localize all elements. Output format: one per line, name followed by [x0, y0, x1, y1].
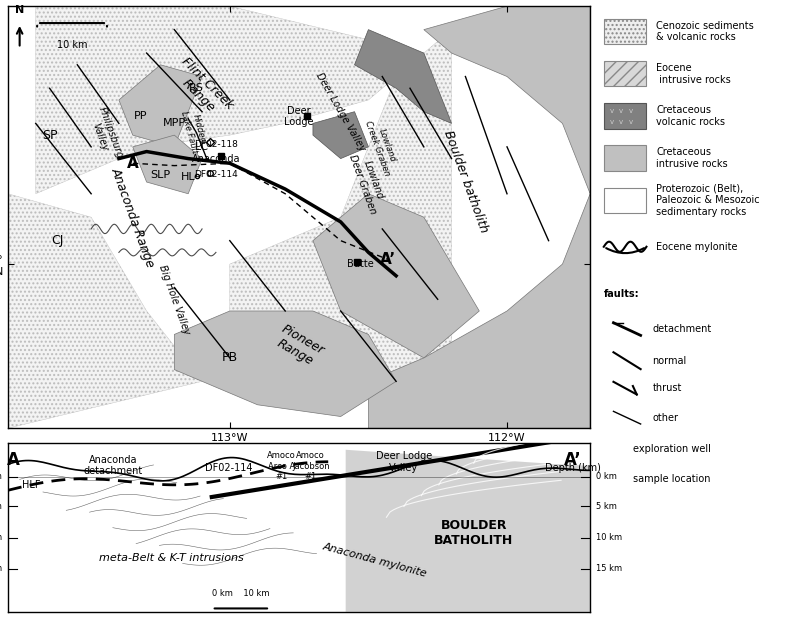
Text: Deer
Lodge: Deer Lodge — [284, 106, 314, 127]
Text: DF02-118: DF02-118 — [194, 140, 238, 149]
Text: v: v — [619, 108, 623, 114]
Text: Flint Creek
 Range: Flint Creek Range — [168, 54, 236, 122]
Text: PP: PP — [134, 111, 148, 121]
Text: Anaconda mylonite: Anaconda mylonite — [322, 541, 428, 578]
Polygon shape — [346, 450, 590, 612]
Text: PB: PB — [222, 352, 238, 365]
Text: Anaconda
detachment: Anaconda detachment — [83, 455, 142, 476]
Text: Anaconda: Anaconda — [192, 154, 240, 164]
Text: 5 km: 5 km — [596, 502, 617, 511]
Text: other: other — [652, 413, 678, 423]
Bar — [604, 145, 646, 171]
Text: SLP: SLP — [150, 170, 170, 180]
Text: A: A — [7, 451, 20, 470]
Text: Cenozoic sediments
& volcanic rocks: Cenozoic sediments & volcanic rocks — [656, 20, 754, 42]
Text: 10 km: 10 km — [596, 533, 622, 542]
Text: sample location: sample location — [633, 474, 710, 484]
Text: A’: A’ — [564, 451, 582, 470]
Text: Eocene
 intrusive rocks: Eocene intrusive rocks — [656, 63, 731, 85]
Text: v: v — [610, 119, 614, 125]
Text: 0 km: 0 km — [0, 472, 2, 481]
Text: LC: LC — [195, 142, 209, 152]
Text: Deer Lodge Valley: Deer Lodge Valley — [314, 70, 367, 153]
Text: 5 km: 5 km — [0, 502, 2, 511]
Text: SP: SP — [42, 129, 58, 142]
Text: MPP: MPP — [162, 119, 186, 129]
Polygon shape — [368, 6, 590, 428]
Text: normal: normal — [652, 356, 686, 366]
Text: faults:: faults: — [604, 289, 639, 299]
Text: Deer Lodge
Valley: Deer Lodge Valley — [376, 451, 432, 473]
Text: v: v — [629, 119, 633, 125]
Polygon shape — [8, 194, 202, 428]
Text: BOULDER
BATHOLITH: BOULDER BATHOLITH — [434, 519, 514, 547]
Text: Amoco
Arco A
#1: Amoco Arco A #1 — [267, 451, 296, 481]
Text: DF02-114: DF02-114 — [194, 171, 238, 179]
Text: HLF: HLF — [22, 480, 41, 490]
Text: meta-Belt & K-T intrusions: meta-Belt & K-T intrusions — [98, 552, 243, 563]
Text: N: N — [15, 4, 24, 15]
Text: v: v — [610, 108, 614, 114]
Text: 10 km: 10 km — [0, 533, 2, 542]
Text: HL: HL — [181, 172, 195, 182]
Text: Eocene mylonite: Eocene mylonite — [656, 242, 738, 252]
Text: 0 km: 0 km — [596, 472, 617, 481]
Text: Philipsburg
Valley: Philipsburg Valley — [86, 106, 125, 164]
Text: 15 km: 15 km — [0, 564, 2, 573]
Text: Lowland
Creek Graben: Lowland Creek Graben — [363, 116, 402, 177]
Bar — [604, 103, 646, 129]
Text: detachment: detachment — [652, 324, 711, 334]
Text: DF02-114: DF02-114 — [206, 464, 253, 473]
Polygon shape — [174, 311, 396, 417]
Text: 0 km    10 km: 0 km 10 km — [212, 590, 270, 598]
Polygon shape — [133, 135, 202, 194]
Text: thrust: thrust — [652, 383, 682, 393]
Bar — [604, 188, 646, 213]
Bar — [604, 19, 646, 44]
Text: Cretaceous
intrusive rocks: Cretaceous intrusive rocks — [656, 147, 728, 169]
Text: v: v — [629, 108, 633, 114]
Text: 10 km: 10 km — [57, 40, 87, 50]
Polygon shape — [354, 30, 451, 124]
Text: Big Hole Valley: Big Hole Valley — [157, 263, 191, 336]
Text: Proterozoic (Belt),
Paleozoic & Mesozoic
sedimentary rocks: Proterozoic (Belt), Paleozoic & Mesozoic… — [656, 184, 760, 217]
Text: 15 km: 15 km — [596, 564, 622, 573]
Text: A’: A’ — [380, 252, 396, 267]
Polygon shape — [230, 30, 451, 381]
Bar — [604, 61, 646, 87]
Text: RS: RS — [189, 83, 204, 93]
Polygon shape — [313, 194, 479, 358]
Polygon shape — [313, 112, 368, 159]
Text: CJ: CJ — [52, 234, 64, 247]
Text: v: v — [619, 119, 623, 125]
Text: Cretaceous
volcanic rocks: Cretaceous volcanic rocks — [656, 105, 725, 127]
Text: exploration well: exploration well — [633, 444, 710, 454]
Text: Lowland
Deer Graben: Lowland Deer Graben — [347, 149, 390, 215]
Polygon shape — [119, 65, 202, 147]
Text: Boulder batholith: Boulder batholith — [441, 129, 490, 235]
Text: A: A — [127, 156, 138, 171]
Text: Butte: Butte — [346, 259, 374, 269]
Text: Amoco
Jacobson
#1: Amoco Jacobson #1 — [292, 451, 330, 481]
Text: Pioneer
Range: Pioneer Range — [272, 322, 326, 370]
Text: Hidden
Lake Fault: Hidden Lake Fault — [178, 107, 209, 154]
Text: Anaconda Range: Anaconda Range — [109, 166, 157, 269]
Text: Depth (km): Depth (km) — [545, 464, 601, 473]
Polygon shape — [36, 6, 424, 194]
